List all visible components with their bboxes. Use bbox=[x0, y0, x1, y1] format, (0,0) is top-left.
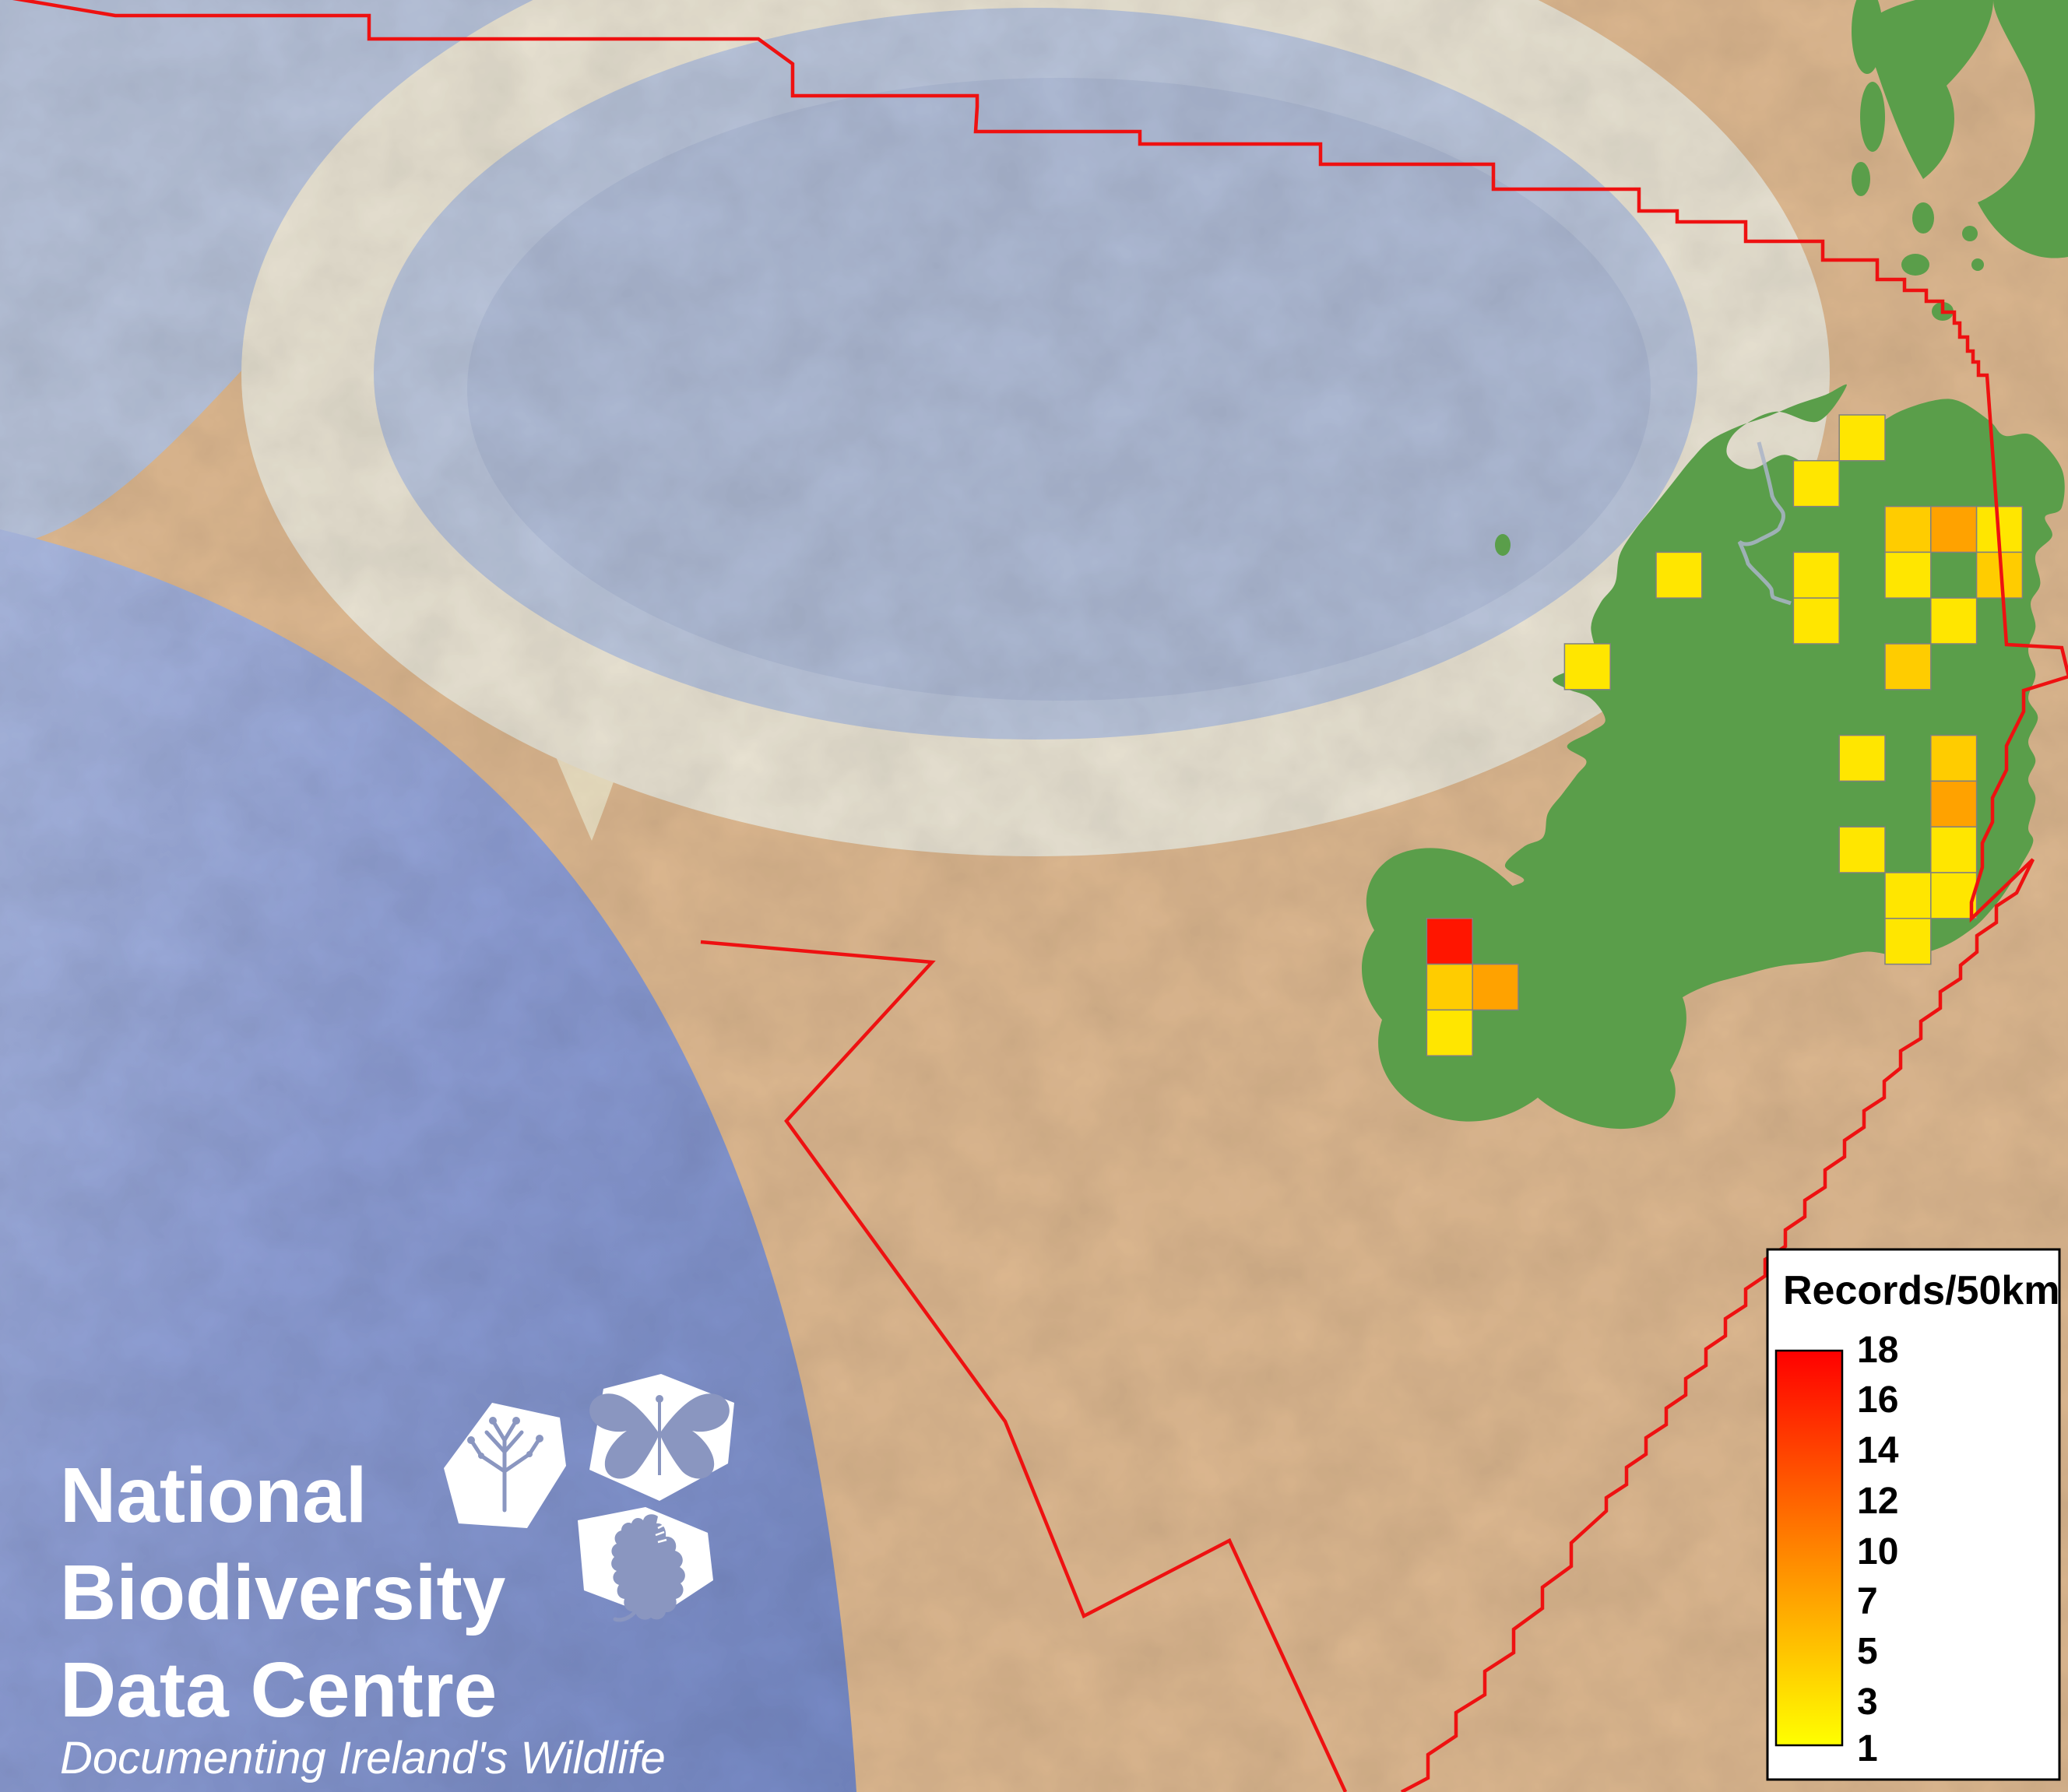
svg-text:Records/50km: Records/50km bbox=[1783, 1268, 2060, 1313]
svg-text:Data Centre: Data Centre bbox=[60, 1646, 497, 1734]
svg-text:12: 12 bbox=[1857, 1481, 1898, 1522]
svg-text:3: 3 bbox=[1857, 1681, 1878, 1723]
svg-text:14: 14 bbox=[1857, 1430, 1899, 1471]
svg-text:National: National bbox=[60, 1452, 367, 1539]
svg-text:16: 16 bbox=[1857, 1379, 1898, 1421]
svg-text:Documenting Ireland's Wildlife: Documenting Ireland's Wildlife bbox=[60, 1733, 666, 1783]
svg-text:7: 7 bbox=[1857, 1581, 1878, 1622]
svg-text:5: 5 bbox=[1857, 1631, 1878, 1672]
svg-text:1: 1 bbox=[1857, 1728, 1878, 1769]
svg-text:18: 18 bbox=[1857, 1330, 1898, 1371]
svg-text:10: 10 bbox=[1857, 1531, 1898, 1572]
svg-text:Biodiversity: Biodiversity bbox=[60, 1549, 506, 1636]
